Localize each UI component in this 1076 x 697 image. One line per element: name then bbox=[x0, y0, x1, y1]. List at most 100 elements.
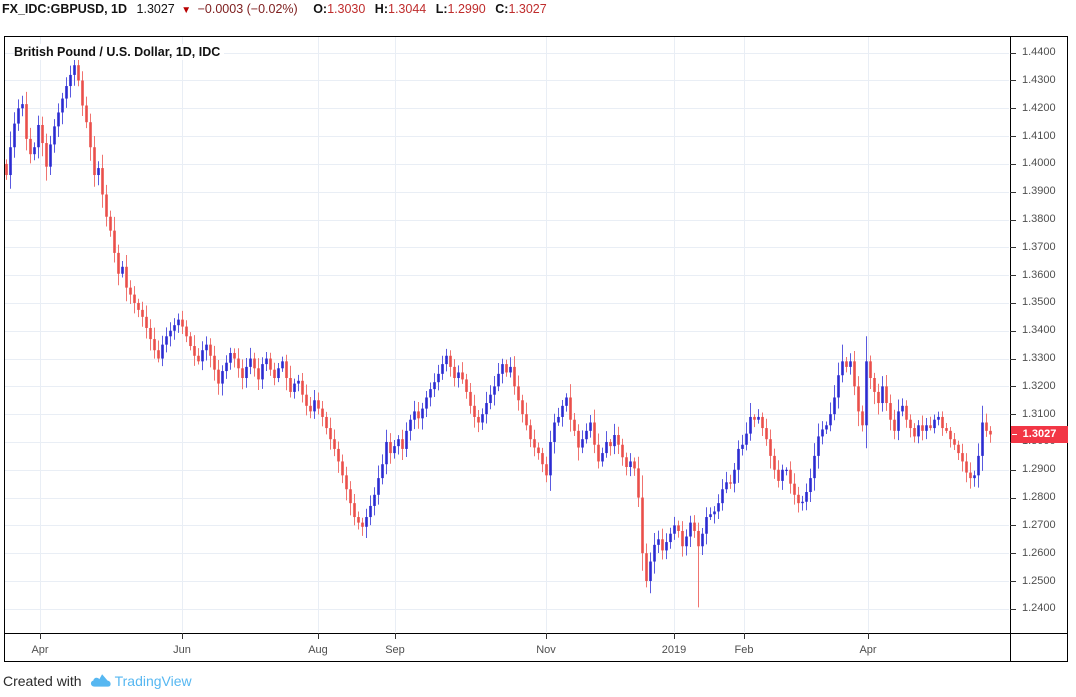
candle-up bbox=[865, 361, 868, 426]
candle-up bbox=[685, 536, 688, 547]
candle-down bbox=[29, 138, 32, 155]
tradingview-logo-icon[interactable] bbox=[89, 673, 112, 689]
candle-down bbox=[253, 358, 256, 369]
time-axis-label: Apr bbox=[859, 644, 877, 656]
candle-up bbox=[409, 419, 412, 431]
candle-down bbox=[289, 378, 292, 392]
candle-down bbox=[117, 252, 120, 274]
price-axis-label: 1.2400 bbox=[1022, 602, 1056, 615]
candle-down bbox=[621, 444, 624, 458]
candle-down bbox=[661, 539, 664, 551]
candle-down bbox=[85, 105, 88, 123]
tradingview-brand-text[interactable]: TradingView bbox=[114, 673, 192, 689]
candle-down bbox=[81, 80, 84, 106]
candle-up bbox=[665, 542, 668, 551]
candle-up bbox=[277, 368, 280, 379]
price-axis-label: 1.3500 bbox=[1022, 296, 1056, 309]
candle-up bbox=[501, 364, 504, 374]
candle-up bbox=[221, 371, 224, 384]
candle-down bbox=[789, 469, 792, 484]
candle-down bbox=[213, 355, 216, 370]
candle-up bbox=[57, 112, 60, 127]
candle-up bbox=[977, 455, 980, 476]
last-price-badge: 1.3027 bbox=[1011, 425, 1068, 443]
candle-down bbox=[129, 287, 132, 295]
candle-down bbox=[505, 364, 508, 373]
candle-down bbox=[453, 366, 456, 379]
price-axis-label: 1.3200 bbox=[1022, 379, 1056, 392]
candle-down bbox=[285, 361, 288, 379]
candle-down bbox=[985, 422, 988, 431]
price-axis-label: 1.3400 bbox=[1022, 324, 1056, 337]
candle-down bbox=[909, 419, 912, 429]
candle-down bbox=[417, 411, 420, 419]
candle-up bbox=[205, 344, 208, 351]
candle-down bbox=[617, 435, 620, 445]
candle-up bbox=[805, 492, 808, 502]
candle-up bbox=[553, 422, 556, 442]
candle-up bbox=[61, 98, 64, 113]
candle-up bbox=[69, 74, 72, 87]
candle-up bbox=[377, 478, 380, 495]
candle-up bbox=[73, 65, 76, 75]
symbol-legend: FX_IDC:GBPUSD, 1D 1.3027 ▼ −0.0003 (−0.0… bbox=[2, 1, 547, 17]
candle-up bbox=[813, 455, 816, 479]
price-axis-label: 1.4400 bbox=[1022, 46, 1056, 59]
candle-up bbox=[65, 86, 68, 99]
candle-down bbox=[25, 104, 28, 139]
candle-up bbox=[33, 147, 36, 155]
candle-up bbox=[121, 266, 124, 274]
symbol-name: FX_IDC:GBPUSD, 1D bbox=[2, 2, 128, 16]
price-axis-label: 1.2800 bbox=[1022, 491, 1056, 504]
candle-up bbox=[297, 380, 300, 384]
candle-up bbox=[817, 436, 820, 456]
candle-down bbox=[637, 468, 640, 498]
candle-down bbox=[545, 464, 548, 476]
candle-down bbox=[893, 419, 896, 431]
candle-down bbox=[329, 428, 332, 440]
candle-down bbox=[645, 553, 648, 582]
candle-up bbox=[497, 373, 500, 387]
candle-up bbox=[605, 441, 608, 454]
candle-up bbox=[165, 336, 168, 345]
candle-up bbox=[441, 364, 444, 374]
candle-up bbox=[53, 126, 56, 145]
candle-down bbox=[469, 391, 472, 406]
candle-up bbox=[421, 408, 424, 419]
candle-up bbox=[169, 330, 172, 337]
candle-up bbox=[673, 525, 676, 534]
candle-down bbox=[693, 522, 696, 531]
candle-down bbox=[269, 358, 272, 370]
candle-down bbox=[957, 444, 960, 454]
candle-up bbox=[669, 533, 672, 543]
candle-down bbox=[189, 336, 192, 347]
candle-down bbox=[305, 394, 308, 406]
candle-down bbox=[541, 453, 544, 465]
candle-down bbox=[41, 124, 44, 144]
candle-up bbox=[745, 433, 748, 445]
candle-up bbox=[581, 439, 584, 448]
candle-up bbox=[757, 416, 760, 420]
candle-up bbox=[701, 533, 704, 547]
open-value: 1.3030 bbox=[327, 2, 366, 16]
candle-up bbox=[17, 108, 20, 124]
candle-up bbox=[881, 386, 884, 404]
candle-down bbox=[341, 461, 344, 476]
candle-down bbox=[333, 439, 336, 449]
candle-down bbox=[133, 294, 136, 303]
candle-down bbox=[209, 344, 212, 356]
candle-down bbox=[461, 372, 464, 380]
time-axis-label: Sep bbox=[385, 644, 405, 656]
candle-up bbox=[781, 469, 784, 481]
candle-up bbox=[457, 372, 460, 379]
candle-down bbox=[141, 309, 144, 317]
candle-up bbox=[425, 397, 428, 409]
candle-down bbox=[473, 405, 476, 417]
price-tick-notch bbox=[1012, 433, 1017, 435]
candle-up bbox=[749, 416, 752, 434]
candle-up bbox=[385, 441, 388, 465]
candle-up bbox=[649, 561, 652, 582]
candle-up bbox=[13, 123, 16, 148]
candle-up bbox=[613, 435, 616, 447]
